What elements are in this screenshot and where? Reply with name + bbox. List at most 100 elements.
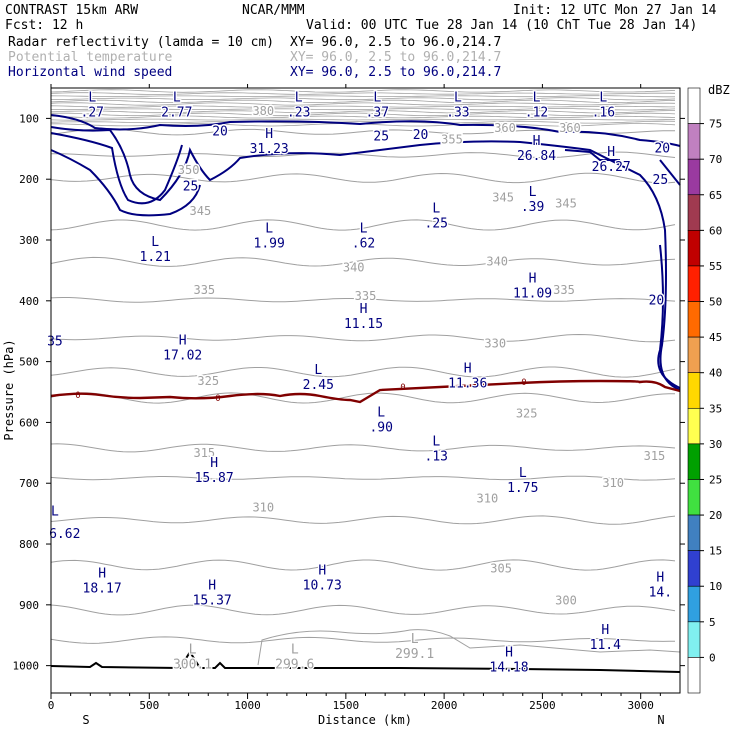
colorbar-swatch — [687, 123, 701, 160]
hl-marker-letter: L — [360, 222, 368, 237]
theta-contour-line — [50, 636, 676, 644]
theta-contour-label: 305 — [490, 561, 512, 575]
hl-marker-value: .25 — [425, 217, 448, 232]
hl-marker-letter: H — [656, 571, 664, 586]
theta-contour-line — [50, 256, 676, 267]
hl-marker-value: 15.87 — [195, 471, 234, 486]
hl-marker-letter: H — [601, 623, 609, 638]
colorbar-level-label: 65 — [709, 189, 722, 202]
x-end-right: N — [657, 713, 664, 727]
theta-contour-line — [50, 110, 675, 114]
theta-contour-label: 325 — [197, 374, 219, 388]
colorbar-swatch — [687, 443, 701, 480]
hl-marker-letter: H — [505, 646, 513, 661]
theta-contour-label: 335 — [355, 289, 377, 303]
theta-contour-labels: 380 360 360 355 350 345 345 345 340 340 335 335 335 3… — [176, 103, 667, 609]
theta-contour-line — [50, 559, 676, 571]
field-xy-reflectivity: XY= 96.0, 2.5 to 96.0,214.7 — [290, 35, 501, 50]
colorbar-level-label: 60 — [709, 224, 722, 237]
freezing-level-label: 0 — [75, 391, 80, 401]
hl-marker-letter: L — [173, 90, 181, 105]
theta-contour-line — [50, 172, 676, 184]
colorbar-swatch — [687, 87, 701, 124]
hl-marker-letter: H — [208, 579, 216, 594]
colorbar-level-label: 20 — [709, 509, 722, 522]
hl-marker-letter: H — [265, 127, 273, 142]
colorbar-level-label: 55 — [709, 260, 722, 273]
y-tick-label: 500 — [19, 356, 39, 369]
x-tick-label: 2000 — [431, 699, 458, 712]
theta-contour-line — [50, 366, 676, 378]
hl-marker-letter: L — [88, 90, 96, 105]
wind-contour-line — [50, 126, 681, 391]
theta-contour-label: 335 — [193, 283, 215, 297]
theta-contour-line — [51, 97, 676, 101]
theta-contour-label: 340 — [486, 254, 508, 268]
hl-marker-value: 10.73 — [303, 578, 342, 593]
freezing-level-label: 0 — [215, 394, 220, 404]
hl-marker-value: .37 — [366, 105, 389, 120]
theta-contour-label: 300 — [555, 594, 577, 608]
theta-contour-label: 325 — [516, 406, 538, 420]
high-low-markers: L.27L2.77L.23L.37L.33L.12L.16H31.23H26.8… — [47, 89, 673, 677]
colorbar-level-label: 25 — [709, 473, 722, 486]
y-tick-label: 900 — [19, 599, 39, 612]
theta-contour-line — [50, 297, 676, 303]
hl-marker-letter: L — [314, 363, 322, 378]
wind-contour-label: 20 — [654, 142, 670, 157]
theta-contour-line — [257, 629, 681, 666]
theta-contour-label: 360 — [559, 121, 581, 135]
colorbar-swatch — [687, 514, 701, 551]
edge-label: L — [51, 505, 59, 520]
hl-marker-letter: H — [464, 362, 472, 377]
wind-contour-line — [50, 114, 681, 147]
colorbar-level-label: 45 — [709, 331, 722, 344]
theta-contour-label: 335 — [553, 283, 575, 297]
hl-marker-letter: H — [607, 145, 615, 160]
forecast-hour: Fcst: 12 h — [5, 18, 83, 33]
theta-contour-line — [50, 515, 676, 525]
colorbar-swatch — [687, 265, 701, 302]
theta-contour-line — [50, 392, 675, 404]
edge-label: 6.62 — [49, 527, 80, 542]
hl-marker-value: 1.21 — [140, 250, 171, 265]
hl-marker-value: 26.84 — [517, 149, 556, 164]
theta-contour-label: 340 — [343, 260, 365, 274]
freezing-level-line — [50, 379, 681, 404]
field-name-theta: Potential temperature — [8, 50, 173, 65]
x-end-left: S — [82, 713, 89, 727]
colorbar-swatch — [687, 301, 701, 338]
hl-marker-value: .39 — [521, 200, 544, 215]
hl-marker-letter: L — [432, 435, 440, 450]
wind-contour-label: 20 — [413, 128, 429, 143]
hl-marker-letter: L — [529, 185, 537, 200]
theta-contour-label: 315 — [644, 449, 666, 463]
theta-contour-label: 315 — [193, 446, 215, 460]
hl-marker-value: 2.45 — [303, 378, 334, 393]
hl-marker-value: .62 — [352, 237, 375, 252]
hl-marker-letter: L — [519, 466, 527, 481]
hl-marker-letter: L — [432, 202, 440, 217]
colorbar-swatch — [687, 336, 701, 374]
plot-frame — [51, 88, 680, 693]
x-axis: 0 500 1000 1500 2000 2500 3000 — [48, 84, 661, 712]
colorbar-level-label: 5 — [709, 616, 716, 629]
hl-marker-value: .33 — [446, 105, 469, 120]
hl-marker-letter: H — [533, 134, 541, 149]
hl-marker-letter: L — [533, 90, 541, 105]
model-title: CONTRAST 15km ARW — [5, 3, 138, 18]
hl-marker-value: .16 — [592, 105, 615, 120]
hl-marker-letter: H — [210, 456, 218, 471]
colorbar-level-label: 10 — [709, 580, 722, 593]
hl-marker-letter: H — [318, 563, 326, 578]
colorbar-swatch — [687, 158, 701, 196]
x-tick-label: 3000 — [627, 699, 654, 712]
hl-marker-value: 299.1 — [395, 647, 434, 662]
y-tick-label: 800 — [19, 538, 39, 551]
theta-contour-label: 360 — [494, 121, 516, 135]
x-tick-label: 0 — [48, 699, 55, 712]
terrain-line — [50, 650, 681, 673]
colorbar-unit: dBZ — [708, 83, 730, 97]
wind-contour-labels: 20 25 20 20 25 25 20 — [181, 123, 671, 310]
